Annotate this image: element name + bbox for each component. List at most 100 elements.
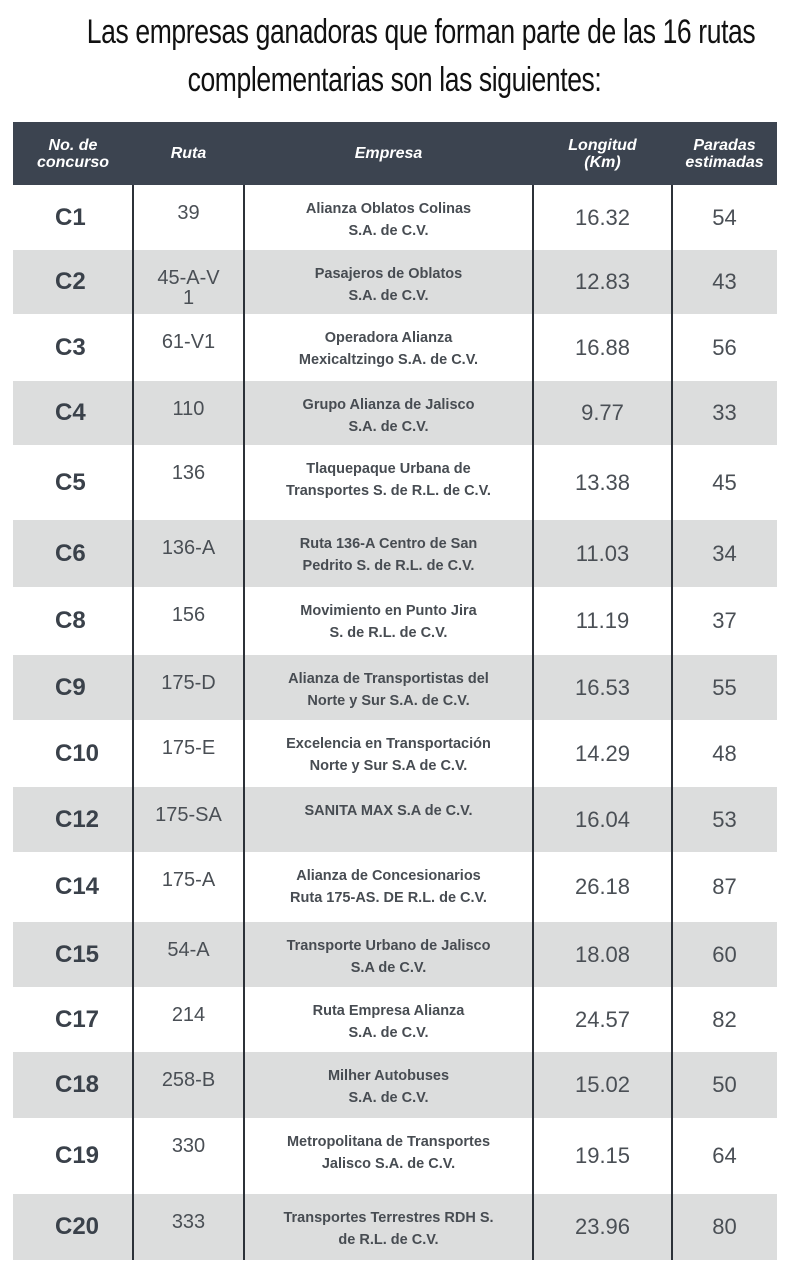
stops: 48 xyxy=(712,740,737,766)
table-row: C9 175-D Alianza de Transportistas del Nor… xyxy=(13,655,777,720)
header-cell: Paradas estimadas xyxy=(685,136,764,171)
contest-id: C5 xyxy=(55,468,86,496)
table-row: C3 61-V1 Operadora Alianza Mexicaltzingo S… xyxy=(13,314,777,381)
stops: 54 xyxy=(712,204,737,230)
contest-id: C14 xyxy=(55,873,100,900)
length-km: 16.53 xyxy=(574,674,631,700)
contest-id: C12 xyxy=(55,805,100,833)
column-divider xyxy=(132,185,134,1260)
title-line: Las empresas ganadoras que forman parte … xyxy=(86,13,756,51)
table-row: C20 333 Transportes Terrestres RDH S. de R… xyxy=(13,1194,777,1260)
table-header: No. de concurso Ruta Empresa Longitud (Km) P… xyxy=(13,122,777,185)
table-row: C8 156 Movimiento en Punto Jira S. de R.L.… xyxy=(13,587,777,655)
company: Movimiento en Punto Jira S. de R.L. de C… xyxy=(300,603,477,641)
contest-id: C8 xyxy=(55,607,86,634)
contest-id: C18 xyxy=(55,1071,100,1098)
header-cell: Longitud (Km) xyxy=(568,136,637,171)
length-km: 12.83 xyxy=(574,269,631,294)
table-row: C19 330 Metropolitana de Transportes Jalis… xyxy=(13,1118,777,1194)
table-row: C14 175-A Alianza de Concesionarios Ruta 1… xyxy=(13,852,777,922)
table-row: C15 54-A Transporte Urbano de Jalisco S.A … xyxy=(13,922,777,987)
route: 136-A xyxy=(161,537,216,559)
stops: 64 xyxy=(712,1143,737,1168)
company: Ruta Empresa Alianza S.A. de C.V. xyxy=(312,1003,465,1041)
contest-id: C6 xyxy=(55,539,86,567)
company: Alianza Oblatos Colinas S.A. de C.V. xyxy=(305,201,472,239)
route: 258-B xyxy=(161,1069,216,1091)
route: 330 xyxy=(171,1135,206,1157)
route: 175-SA xyxy=(155,804,222,826)
title-line: complementarias son las siguientes: xyxy=(187,61,602,99)
route: 45-A-V 1 xyxy=(157,267,220,309)
stops: 55 xyxy=(712,674,737,700)
stops: 43 xyxy=(712,269,737,294)
stops: 56 xyxy=(712,334,737,360)
route: 175-D xyxy=(161,672,216,694)
length-km: 14.29 xyxy=(574,740,631,766)
stops: 60 xyxy=(712,941,737,967)
length-km: 9.77 xyxy=(581,400,624,425)
company: Metropolitana de Transportes Jalisco S.A… xyxy=(286,1134,491,1172)
stops: 37 xyxy=(712,608,737,633)
column-divider xyxy=(243,185,245,1260)
table-row: C4 110 Grupo Alianza de Jalisco S.A. de C.… xyxy=(13,381,777,445)
length-km: 18.08 xyxy=(574,941,631,967)
company: Alianza de Concesionarios Ruta 175-AS. D… xyxy=(290,868,487,906)
company: Grupo Alianza de Jalisco S.A. de C.V. xyxy=(302,397,475,435)
company: Ruta 136-A Centro de San Pedrito S. de R… xyxy=(299,536,478,574)
table-row: C12 175-SA SANITA MAX S.A de C.V. 16.04 53 xyxy=(13,787,777,852)
route: 214 xyxy=(171,1004,206,1026)
company: Excelencia en Transportación Norte y Sur… xyxy=(286,736,491,774)
company: Operadora Alianza Mexicaltzingo S.A. de … xyxy=(298,330,479,368)
stops: 34 xyxy=(712,540,737,566)
contest-id: C1 xyxy=(55,203,86,231)
contest-id: C17 xyxy=(55,1005,100,1033)
length-km: 11.03 xyxy=(575,540,630,566)
company: Pasajeros de Oblatos S.A. de C.V. xyxy=(314,266,463,304)
length-km: 13.38 xyxy=(574,469,631,495)
table-row: C1 39 Alianza Oblatos Colinas S.A. de C.V.… xyxy=(13,185,777,250)
length-km: 16.88 xyxy=(574,334,631,360)
length-km: 24.57 xyxy=(574,1006,631,1032)
contest-id: C20 xyxy=(55,1213,100,1240)
company: Milher Autobuses S.A. de C.V. xyxy=(327,1068,450,1106)
route: 175-A xyxy=(161,869,216,891)
column-divider xyxy=(671,185,673,1260)
contest-id: C9 xyxy=(55,673,86,701)
route: 136 xyxy=(171,462,206,484)
contest-id: C3 xyxy=(55,333,86,361)
title: Las empresas ganadoras que forman parte … xyxy=(0,8,789,104)
company: SANITA MAX S.A de C.V. xyxy=(304,803,473,819)
route: 54-A xyxy=(167,939,210,961)
stops: 50 xyxy=(712,1072,737,1097)
stops: 53 xyxy=(712,806,737,832)
company: Transportes Terrestres RDH S. de R.L. de… xyxy=(283,1210,494,1248)
company: Alianza de Transportistas del Norte y Su… xyxy=(288,671,489,709)
stops: 82 xyxy=(712,1006,737,1032)
company: Transporte Urbano de Jalisco S.A de C.V. xyxy=(286,938,491,976)
column-divider xyxy=(532,185,534,1260)
contest-id: C4 xyxy=(55,399,86,426)
table-row: C17 214 Ruta Empresa Alianza S.A. de C.V. 2… xyxy=(13,987,777,1052)
length-km: 23.96 xyxy=(574,1214,631,1239)
table-row: C10 175-E Excelencia en Transportación Nor… xyxy=(13,720,777,787)
table-row: C2 45-A-V 1 Pasajeros de Oblatos S.A. de C… xyxy=(13,250,777,314)
route: 156 xyxy=(171,604,206,626)
table-row: C18 258-B Milher Autobuses S.A. de C.V. 15.… xyxy=(13,1052,777,1118)
route: 61-V1 xyxy=(161,331,216,353)
company: Tlaquepaque Urbana de Transportes S. de … xyxy=(286,461,491,499)
stops: 80 xyxy=(712,1214,737,1239)
route: 39 xyxy=(177,202,200,224)
length-km: 11.19 xyxy=(575,608,630,633)
length-km: 16.04 xyxy=(574,806,631,832)
length-km: 26.18 xyxy=(574,874,631,899)
table-row: C6 136-A Ruta 136-A Centro de San Pedrito … xyxy=(13,520,777,587)
stops: 87 xyxy=(712,874,737,899)
header-cell: Empresa xyxy=(354,145,423,162)
route: 333 xyxy=(171,1211,206,1233)
contest-id: C2 xyxy=(55,268,86,295)
route: 110 xyxy=(172,398,205,420)
route: 175-E xyxy=(161,737,216,759)
length-km: 19.15 xyxy=(574,1143,631,1168)
